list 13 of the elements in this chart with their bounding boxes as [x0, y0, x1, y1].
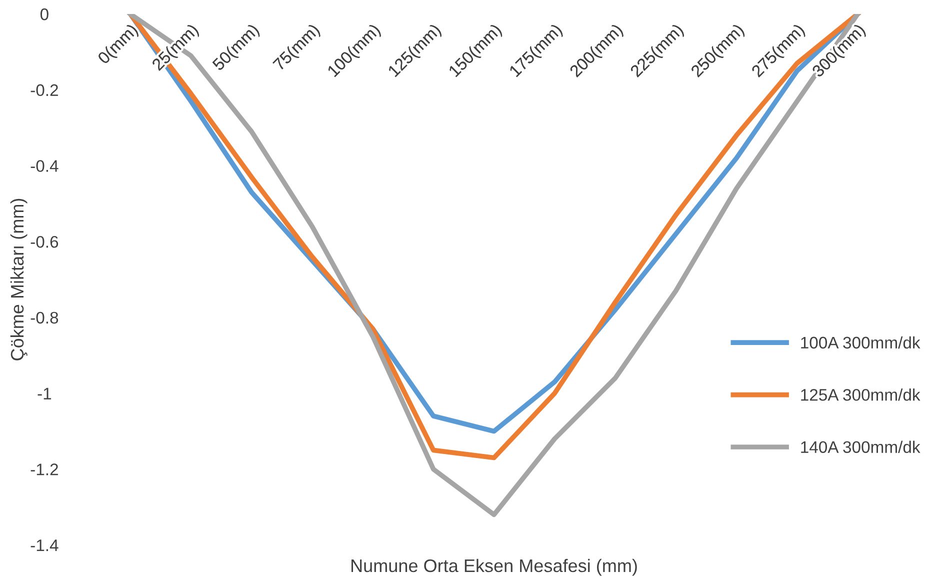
y-tick-label: -0.6 — [30, 236, 58, 248]
y-tick-label: -0.2 — [30, 84, 58, 96]
y-tick-label: -1.4 — [30, 540, 58, 552]
legend-label: 140A 300mm/dk — [801, 440, 920, 453]
y-tick-label: -1 — [38, 388, 52, 400]
legend-label: 125A 300mm/dk — [801, 388, 920, 401]
y-axis-title: Çökme Miktarı (mm) — [10, 198, 28, 360]
y-tick-label: -0.8 — [30, 312, 58, 324]
x-axis-title: Numune Orta Eksen Mesafesi (mm) — [352, 558, 637, 576]
y-tick-label: -1.2 — [30, 464, 58, 476]
legend-label: 100A 300mm/dk — [801, 336, 920, 349]
y-tick-label: 0 — [40, 8, 48, 20]
y-tick-label: -0.4 — [30, 160, 58, 172]
